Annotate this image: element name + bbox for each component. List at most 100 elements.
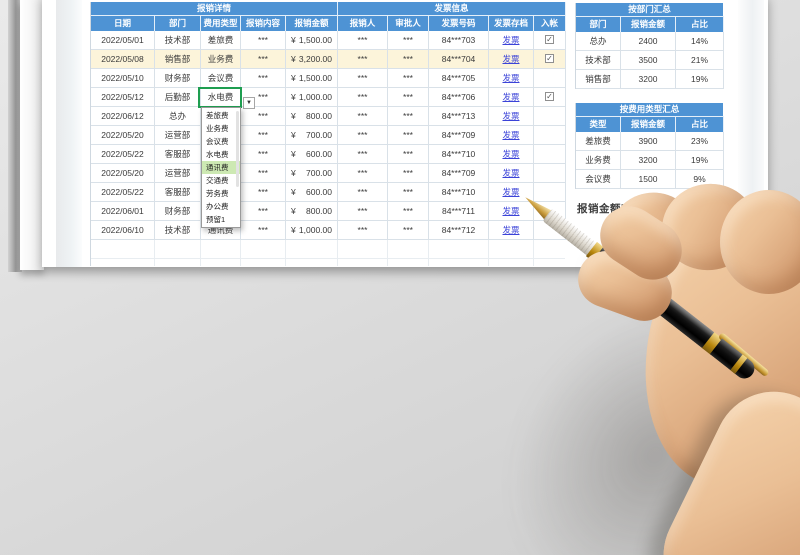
cell-approver[interactable]: *** [388, 126, 429, 145]
cell-dept[interactable]: 技术部 [155, 221, 201, 240]
dropdown-item[interactable]: 通讯费 [202, 161, 240, 174]
invoice-archive-link[interactable]: 发票 [502, 130, 520, 140]
empty-cell[interactable] [388, 240, 429, 259]
cell-date[interactable]: 2022/05/22 [91, 183, 155, 202]
booked-checkbox[interactable]: ✓ [545, 54, 554, 63]
cell-date[interactable]: 2022/05/22 [91, 145, 155, 164]
cell-invoice-number[interactable]: 84***710 [429, 183, 489, 202]
empty-cell[interactable] [286, 259, 338, 266]
cell-expense-type[interactable]: 会议费 [201, 69, 241, 88]
dropdown-item[interactable]: 业务费 [206, 124, 229, 133]
booked-checkbox[interactable]: ✓ [545, 35, 554, 44]
cell-expense-type[interactable]: 业务费 [201, 50, 241, 69]
cell-dept[interactable]: 后勤部 [155, 88, 201, 107]
cell-claimant[interactable]: *** [338, 69, 388, 88]
empty-cell[interactable] [155, 240, 201, 259]
cell-expense-type[interactable]: 通讯费 [201, 221, 241, 240]
empty-cell[interactable] [489, 259, 534, 266]
summary-cell[interactable]: 总办 [576, 32, 621, 51]
empty-cell[interactable] [534, 240, 565, 259]
summary-cell[interactable]: 差旅费 [576, 132, 621, 151]
cell-invoice-number[interactable]: 84***712 [429, 221, 489, 240]
cell-invoice-number[interactable]: 84***713 [429, 107, 489, 126]
cell-dept[interactable]: 财务部 [155, 69, 201, 88]
cell-date[interactable]: 2022/05/20 [91, 126, 155, 145]
cell-invoice-number[interactable]: 84***704 [429, 50, 489, 69]
cell-claimant[interactable]: *** [338, 202, 388, 221]
cell-content[interactable]: *** [241, 164, 286, 183]
cell-amount[interactable]: ¥1,000.00 [286, 88, 338, 107]
dropdown-item[interactable]: 会议费 [206, 137, 229, 146]
cell-date[interactable]: 2022/05/01 [91, 31, 155, 50]
cell-claimant[interactable]: *** [338, 31, 388, 50]
empty-cell[interactable] [429, 259, 489, 266]
invoice-archive-link[interactable]: 发票 [502, 149, 520, 159]
empty-cell[interactable] [91, 240, 155, 259]
summary-cell[interactable]: 3900 [621, 132, 676, 151]
cell-dept[interactable]: 运营部 [155, 126, 201, 145]
cell-invoice-number[interactable]: 84***709 [429, 126, 489, 145]
cell-dept[interactable]: 销售部 [155, 50, 201, 69]
cell-date[interactable]: 2022/05/08 [91, 50, 155, 69]
dropdown-arrow-button[interactable]: ▼ [243, 97, 255, 109]
cell-amount[interactable]: ¥800.00 [286, 107, 338, 126]
cell-claimant[interactable]: *** [338, 221, 388, 240]
cell-approver[interactable]: *** [388, 69, 429, 88]
invoice-archive-link[interactable]: 发票 [502, 73, 520, 83]
cell-amount[interactable]: ¥800.00 [286, 202, 338, 221]
dropdown-scrollbar[interactable] [236, 111, 239, 187]
empty-cell[interactable] [429, 240, 489, 259]
cell-claimant[interactable]: *** [338, 107, 388, 126]
summary-cell[interactable]: 23% [676, 132, 724, 151]
summary-cell[interactable]: 销售部 [576, 70, 621, 89]
summary-cell[interactable]: 3200 [621, 151, 676, 170]
cell-invoice-number[interactable]: 84***703 [429, 31, 489, 50]
booked-checkbox[interactable]: ✓ [545, 92, 554, 101]
empty-cell[interactable] [91, 259, 155, 266]
invoice-archive-link[interactable]: 发票 [502, 206, 520, 216]
dropdown-item[interactable]: 差旅费 [206, 111, 229, 120]
cell-invoice-number[interactable]: 84***710 [429, 145, 489, 164]
cell-approver[interactable]: *** [388, 50, 429, 69]
cell-date[interactable]: 2022/05/20 [91, 164, 155, 183]
cell-content[interactable]: *** [241, 221, 286, 240]
cell-amount[interactable]: ¥1,500.00 [286, 69, 338, 88]
empty-cell[interactable] [338, 240, 388, 259]
cell-amount[interactable]: ¥600.00 [286, 183, 338, 202]
cell-invoice-number[interactable]: 84***711 [429, 202, 489, 221]
cell-expense-type[interactable]: 差旅费 [201, 31, 241, 50]
summary-cell[interactable]: 3500 [621, 51, 676, 70]
summary-cell[interactable]: 19% [676, 70, 724, 89]
dropdown-item[interactable]: 预留1 [206, 215, 226, 224]
summary-cell[interactable]: 2400 [621, 32, 676, 51]
cell-dept[interactable]: 总办 [155, 107, 201, 126]
cell-date[interactable]: 2022/06/01 [91, 202, 155, 221]
dropdown-item[interactable]: 劳务费 [206, 189, 229, 198]
cell-invoice-number[interactable]: 84***706 [429, 88, 489, 107]
cell-claimant[interactable]: *** [338, 88, 388, 107]
cell-amount[interactable]: ¥1,000.00 [286, 221, 338, 240]
cell-amount[interactable]: ¥700.00 [286, 164, 338, 183]
cell-date[interactable]: 2022/06/10 [91, 221, 155, 240]
cell-date[interactable]: 2022/05/10 [91, 69, 155, 88]
cell-amount[interactable]: ¥1,500.00 [286, 31, 338, 50]
cell-content[interactable]: *** [241, 50, 286, 69]
cell-approver[interactable]: *** [388, 164, 429, 183]
cell-dept[interactable]: 技术部 [155, 31, 201, 50]
cell-approver[interactable]: *** [388, 221, 429, 240]
cell-amount[interactable]: ¥3,200.00 [286, 50, 338, 69]
summary-cell[interactable]: 业务费 [576, 151, 621, 170]
cell-content[interactable]: *** [241, 107, 286, 126]
empty-cell[interactable] [338, 259, 388, 266]
dropdown-item[interactable]: 水电费 [206, 150, 229, 159]
empty-cell[interactable] [286, 240, 338, 259]
cell-claimant[interactable]: *** [338, 126, 388, 145]
summary-cell[interactable]: 21% [676, 51, 724, 70]
cell-content[interactable]: *** [241, 126, 286, 145]
invoice-archive-link[interactable]: 发票 [502, 111, 520, 121]
cell-content[interactable]: *** [241, 202, 286, 221]
cell-approver[interactable]: *** [388, 88, 429, 107]
cell-invoice-number[interactable]: 84***705 [429, 69, 489, 88]
invoice-archive-link[interactable]: 发票 [502, 54, 520, 64]
cell-dept[interactable]: 客服部 [155, 145, 201, 164]
